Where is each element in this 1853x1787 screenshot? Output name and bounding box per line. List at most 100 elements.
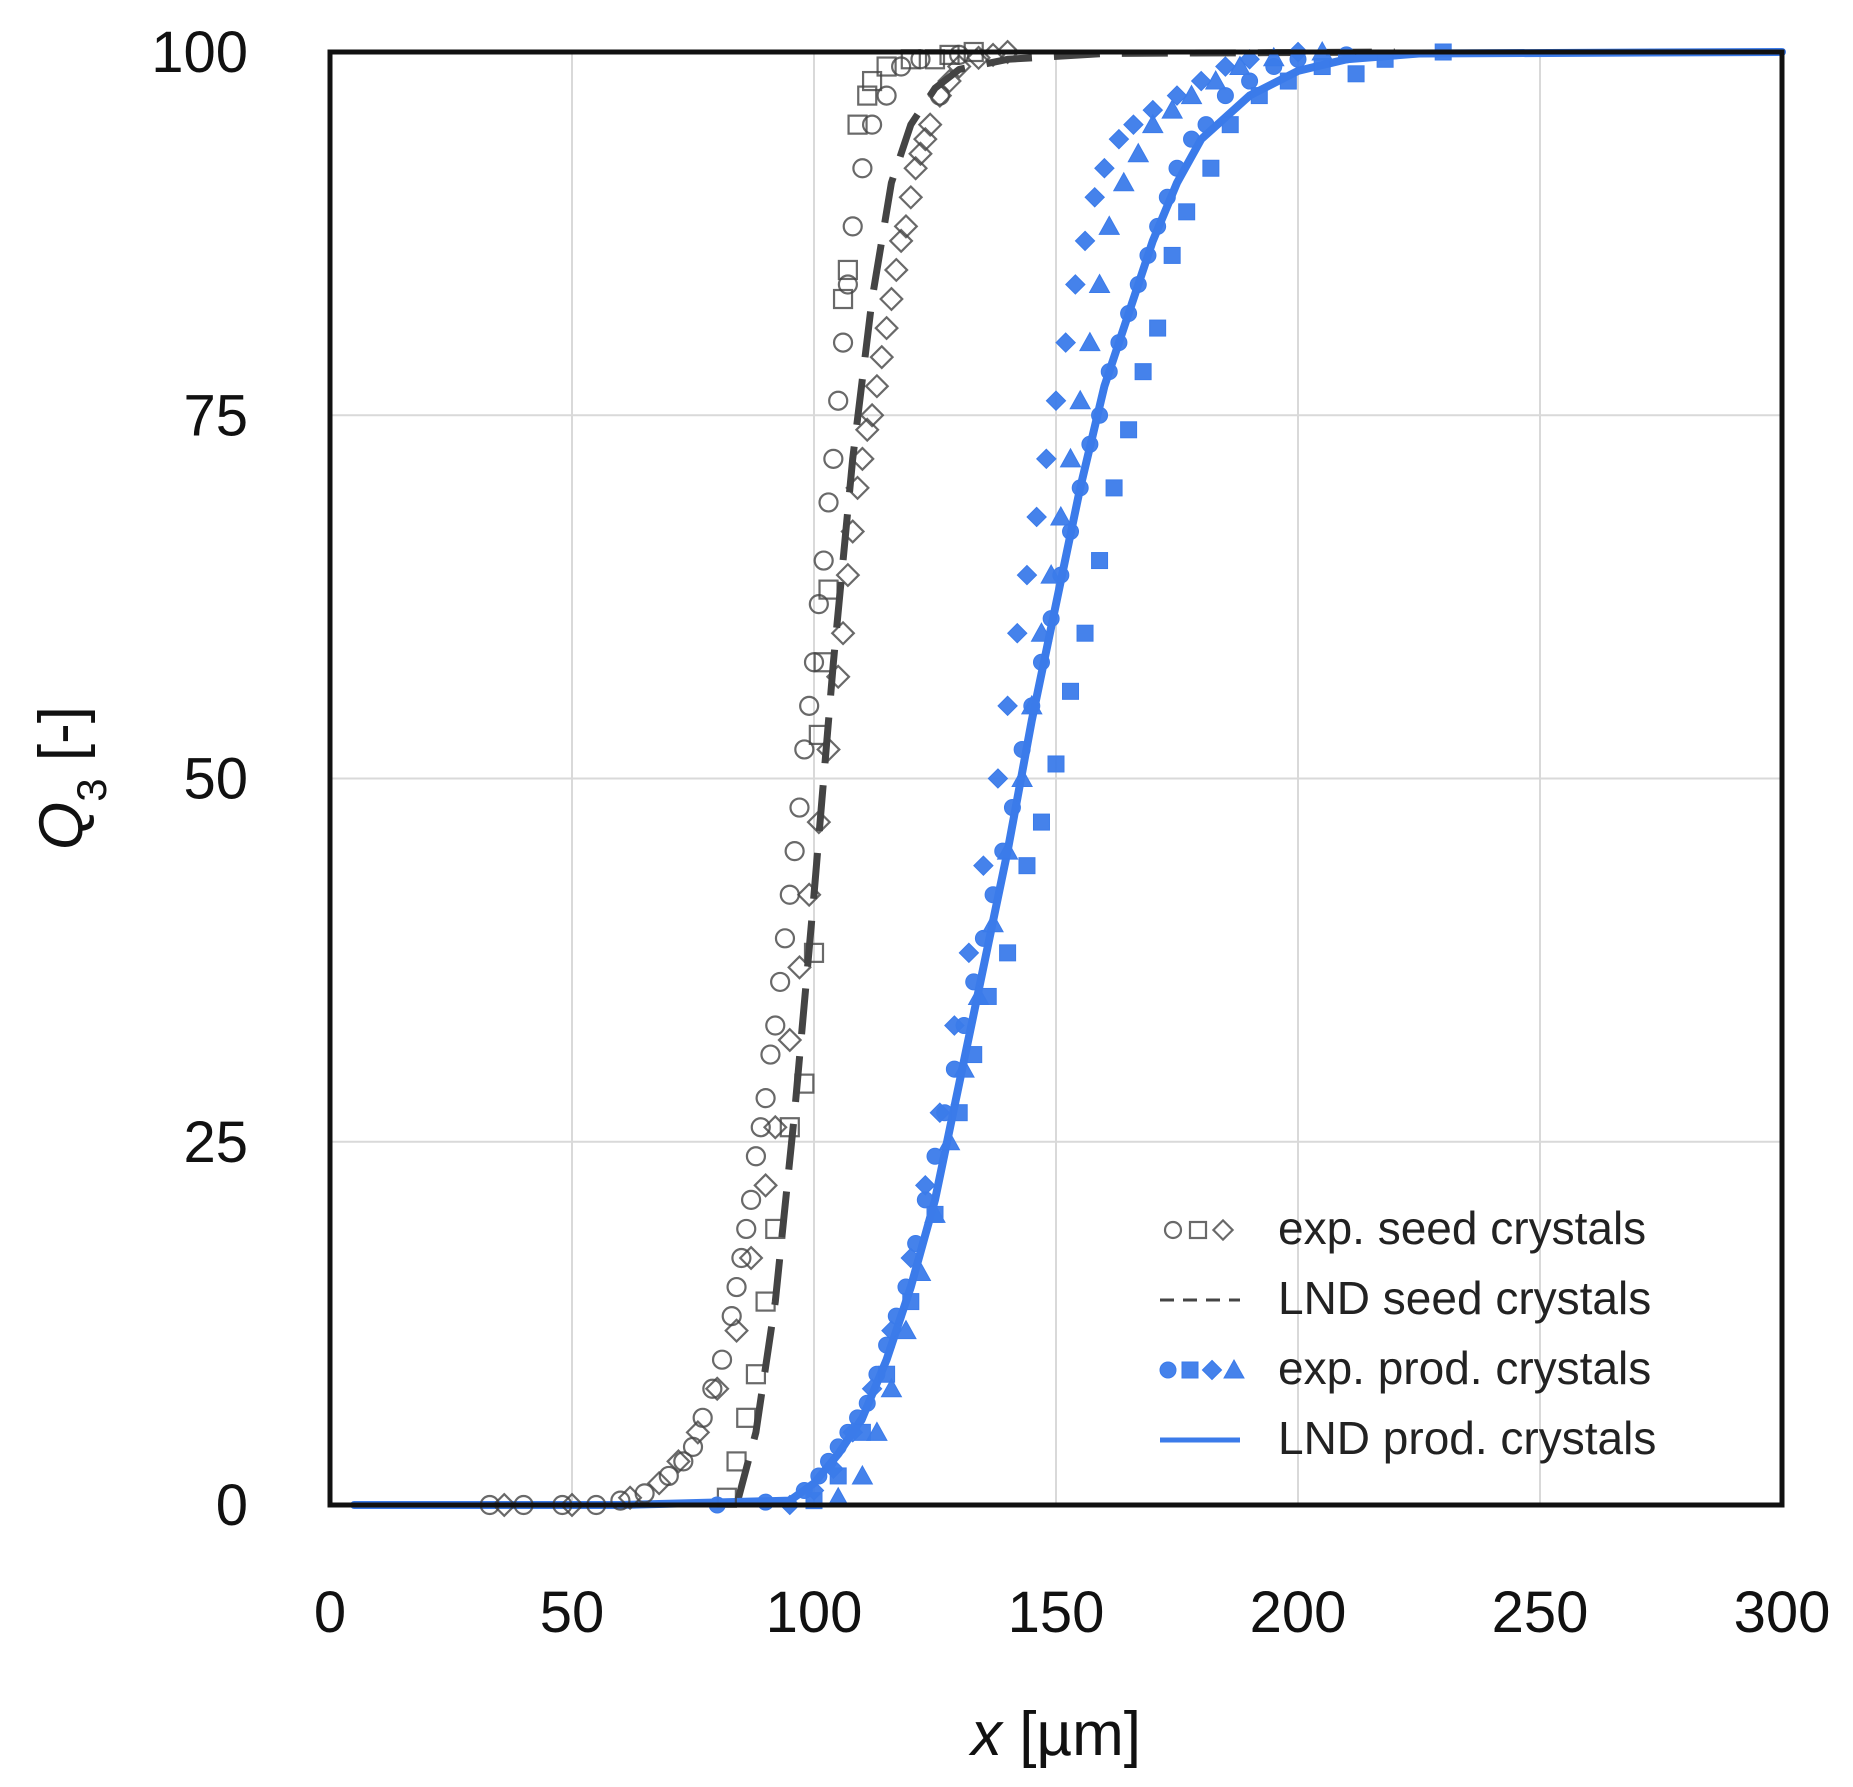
data-point-exp-prod-crystals-triangle-24 [1141,113,1164,134]
data-point-exp-prod-crystals-circle-27 [1042,610,1060,628]
data-point-exp-prod-crystals-triangle-1 [851,1464,874,1485]
data-point-exp-prod-crystals-diamond-14 [1006,622,1028,644]
x-tick-label-150: 150 [1008,1580,1105,1645]
data-point-exp-prod-crystals-circle-35 [1120,305,1138,323]
data-point-exp-prod-crystals-circle-47 [1337,46,1355,64]
data-point-exp-prod-crystals-square-11 [1032,813,1050,831]
data-point-exp-prod-crystals-circle-23 [1003,799,1021,817]
data-point-exp-seed-crystals-diamond-12 [787,955,812,980]
data-point-exp-seed-crystals-diamond-33 [908,141,933,167]
data-point-exp-prod-crystals-triangle-9 [967,985,990,1005]
data-point-exp-seed-crystals-circle-7 [673,1451,694,1472]
data-point-exp-prod-crystals-circle-37 [1139,246,1157,264]
data-point-exp-prod-crystals-diamond-4 [861,1378,883,1400]
data-point-exp-prod-crystals-circle-32 [1091,406,1109,424]
data-point-exp-seed-crystals-square-4 [755,1291,776,1312]
data-point-exp-seed-crystals-diamond-1 [559,1492,585,1518]
x-tick-label-300: 300 [1734,1580,1831,1645]
data-point-exp-seed-crystals-diamond-20 [845,475,870,501]
y-tick-label-25: 25 [183,1110,248,1175]
data-point-exp-seed-crystals-circle-21 [765,1015,786,1036]
data-point-exp-seed-crystals-circle-33 [823,448,844,469]
data-point-exp-seed-crystals-diamond-37 [937,68,962,94]
data-point-exp-prod-crystals-triangle-18 [1069,389,1092,410]
data-point-exp-seed-crystals-circle-10 [702,1378,723,1399]
data-point-exp-prod-crystals-square-21 [1178,203,1196,221]
y-axis-unit: [-] [27,706,96,778]
data-point-exp-seed-crystals-square-11 [818,579,839,600]
data-point-exp-seed-crystals-diamond-29 [888,228,914,254]
data-point-exp-prod-crystals-circle-33 [1100,363,1118,381]
data-point-exp-seed-crystals-diamond-31 [898,184,924,210]
data-point-exp-seed-crystals-diamond-11 [777,1027,803,1053]
data-point-exp-prod-crystals-diamond-17 [1036,448,1057,470]
data-point-exp-seed-crystals-circle-16 [740,1189,762,1210]
data-point-exp-seed-crystals-diamond-15 [816,737,841,762]
data-point-exp-prod-crystals-diamond-18 [1045,390,1067,412]
data-point-exp-seed-crystals-circle-13 [726,1276,747,1298]
data-point-exp-seed-crystals-circle-38 [852,158,873,179]
data-point-exp-prod-crystals-circle-19 [965,973,983,991]
data-point-exp-seed-crystals-diamond-2 [617,1485,643,1511]
x-axis-variable: x [968,1700,1004,1769]
data-point-exp-seed-crystals-square-1 [726,1451,747,1472]
series-markers-exp-seed-crystals-square [716,41,984,1508]
data-point-exp-seed-crystals-diamond-5 [685,1419,711,1445]
data-point-exp-prod-crystals-diamond-10 [958,942,980,964]
data-point-exp-seed-crystals-diamond-18 [835,562,861,588]
data-point-exp-seed-crystals-diamond-35 [917,112,943,138]
data-point-exp-prod-crystals-circle-42 [1197,116,1215,134]
y-tick-label-0: 0 [216,1473,248,1538]
x-tick-label-0: 0 [314,1580,346,1645]
data-point-exp-seed-crystals-diamond-24 [864,373,890,399]
legend-label-exp-prod-crystals: exp. prod. crystals [1278,1342,1651,1394]
data-point-exp-prod-crystals-diamond-24 [1108,128,1130,150]
data-point-exp-prod-crystals-diamond-21 [1074,230,1096,252]
legend-entry-lnd-seed-crystals: LND seed crystals [1160,1272,1651,1324]
data-point-exp-prod-crystals-triangle-19 [1079,331,1101,352]
data-point-exp-prod-crystals-diamond-5 [881,1320,902,1341]
data-point-exp-seed-crystals-circle-24 [779,884,800,905]
data-point-exp-prod-crystals-diamond-27 [1166,85,1188,106]
data-point-exp-prod-crystals-circle-11 [887,1307,905,1325]
data-point-exp-seed-crystals-square-13 [837,259,858,281]
data-point-exp-seed-crystals-diamond-17 [830,620,856,646]
legend: exp. seed crystals LND seed crystals exp. … [1159,1202,1656,1464]
data-point-exp-prod-crystals-square-10 [1018,857,1036,875]
data-point-exp-prod-crystals-triangle-25 [1161,99,1184,119]
y-axis-title: Q3 [-] [27,706,115,850]
data-point-exp-prod-crystals-triangle-28 [1229,55,1251,76]
data-point-exp-prod-crystals-square-4 [902,1293,920,1311]
data-point-exp-seed-crystals-square-15 [857,85,878,106]
data-point-exp-seed-crystals-circle-28 [799,695,820,716]
y-tick-labels: 0 25 50 75 100 [151,20,248,1538]
data-point-exp-prod-crystals-square-20 [1163,246,1181,264]
legend-marker-exp-prod-crystals-triangle [1223,1358,1245,1379]
data-point-exp-prod-crystals-square-27 [1347,65,1365,83]
data-point-exp-seed-crystals-circle-43 [929,85,950,106]
data-point-exp-prod-crystals-circle-24 [1013,740,1031,758]
data-point-exp-seed-crystals-diamond-16 [825,664,851,690]
data-point-exp-seed-crystals-square-14 [847,114,868,135]
data-point-exp-prod-crystals-diamond-23 [1094,157,1115,179]
data-point-exp-prod-crystals-square-26 [1313,58,1331,76]
data-point-exp-prod-crystals-square-22 [1202,159,1220,177]
legend-marker-exp-seed-crystals-circle [1163,1220,1183,1240]
data-point-exp-prod-crystals-square-9 [999,944,1017,962]
data-point-exp-prod-crystals-square-16 [1105,479,1123,497]
series-markers-exp-prod-crystals-circle [708,46,1355,1514]
data-point-exp-prod-crystals-diamond-20 [1065,274,1086,295]
data-point-exp-seed-crystals-square-17 [876,56,897,77]
data-point-exp-seed-crystals-diamond-22 [854,417,880,443]
data-point-exp-seed-crystals-circle-39 [861,114,883,135]
data-point-exp-prod-crystals-square-13 [1062,682,1080,700]
data-point-exp-prod-crystals-circle-44 [1241,72,1259,90]
data-point-exp-seed-crystals-diamond-14 [806,809,832,835]
data-point-exp-seed-crystals-diamond-25 [869,344,895,370]
data-point-exp-seed-crystals-diamond-27 [879,286,904,312]
data-point-exp-prod-crystals-triangle-10 [982,912,1004,933]
data-point-exp-seed-crystals-square-3 [745,1364,767,1385]
data-point-exp-prod-crystals-diamond-3 [842,1422,864,1443]
data-point-exp-prod-crystals-triangle-21 [1098,215,1121,235]
